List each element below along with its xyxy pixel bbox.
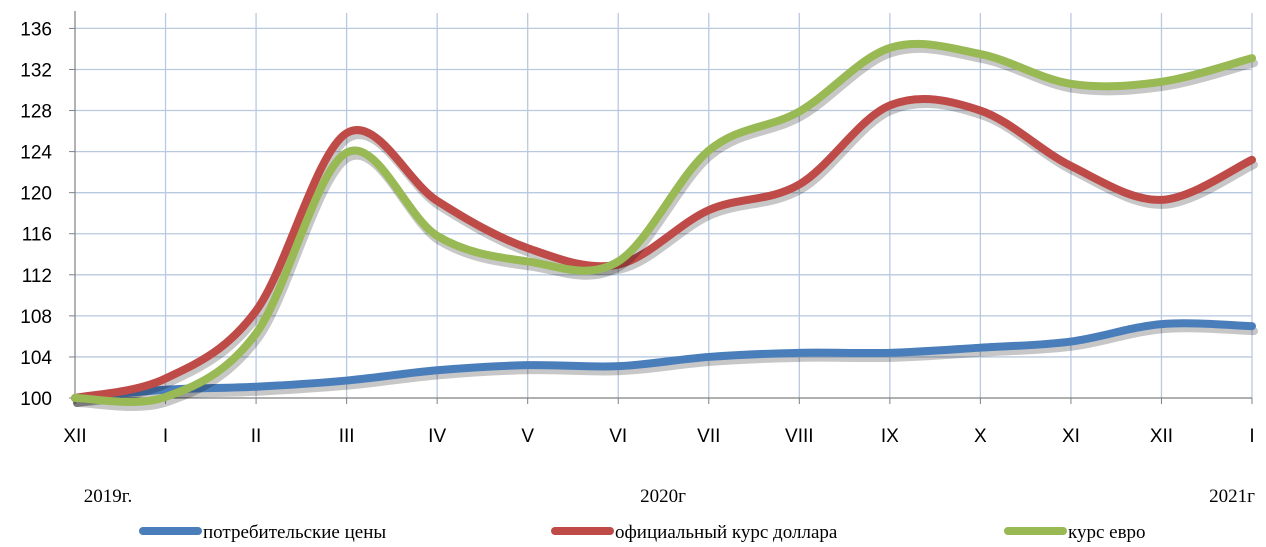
- year-label: 2021г: [1209, 486, 1255, 507]
- series-shadow: [73, 324, 1258, 407]
- x-tick-label: V: [521, 426, 534, 447]
- grid: [75, 13, 1253, 398]
- y-tick-label: 108: [20, 307, 52, 328]
- x-tick-label: XI: [1062, 426, 1080, 447]
- y-tick-label: 104: [20, 348, 52, 369]
- x-tick-label: XII: [63, 426, 86, 447]
- y-tick-label: 120: [20, 184, 52, 205]
- series-shadow: [73, 44, 1258, 411]
- y-tick-label: 100: [20, 389, 52, 410]
- y-tick-label: 136: [20, 19, 52, 40]
- x-tick-label: XII: [1150, 426, 1173, 447]
- y-axis-ticks: 100 104 108 112 116 120 124 128 132 136: [20, 19, 52, 410]
- x-tick-label: I: [1249, 426, 1254, 447]
- y-tick-label: 116: [22, 225, 52, 246]
- year-label: 2019г.: [84, 486, 132, 507]
- series-line-3: [71, 39, 1256, 406]
- series-lines: [71, 39, 1258, 411]
- x-tick-label: II: [251, 426, 262, 447]
- legend-label: потребительские цены: [203, 522, 386, 543]
- year-labels: 2019г. 2020г 2021г: [84, 486, 1255, 507]
- legend: потребительские цены официальный курс дол…: [139, 522, 1146, 543]
- legend-label: официальный курс доллара: [615, 522, 838, 543]
- x-tick-label: IX: [881, 426, 899, 447]
- x-tick-label: I: [163, 426, 168, 447]
- x-tick-label: IV: [428, 426, 446, 447]
- x-tick-label: VII: [697, 426, 720, 447]
- legend-label: курс евро: [1068, 522, 1146, 543]
- y-tick-label: 128: [20, 102, 52, 123]
- x-axis-ticks: XII I II III IV V VI VII VIII IX X XI XII I: [63, 426, 1254, 447]
- series-line-1: [71, 319, 1256, 402]
- y-tick-label: 132: [20, 60, 52, 81]
- x-tick-label: III: [339, 426, 355, 447]
- x-tick-label: X: [974, 426, 987, 447]
- x-tick-label: VI: [609, 426, 627, 447]
- y-tick-label: 112: [22, 266, 52, 287]
- y-tick-label: 124: [20, 143, 52, 164]
- series-line-2: [71, 94, 1256, 402]
- year-label: 2020г: [640, 486, 686, 507]
- x-tick-label: VIII: [785, 426, 814, 447]
